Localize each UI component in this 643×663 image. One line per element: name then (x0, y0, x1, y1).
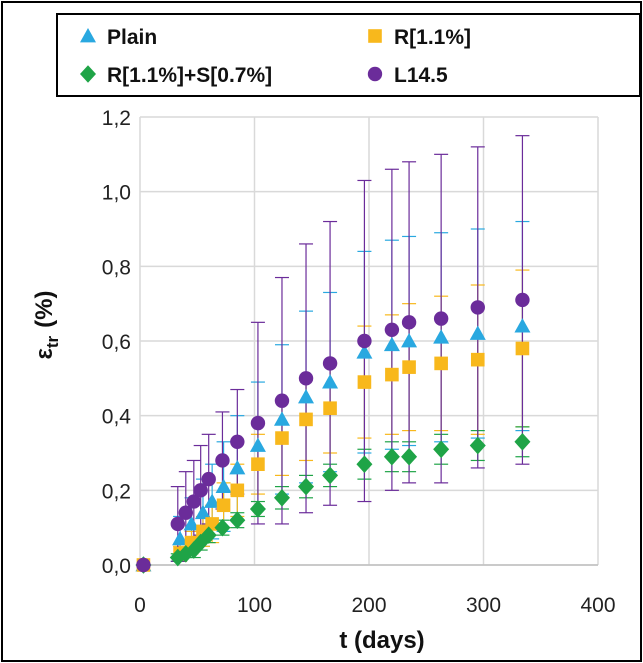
legend-marker-triangle (80, 28, 96, 43)
x-tick-label: 200 (351, 594, 386, 617)
data-point-diamond (356, 455, 373, 473)
data-point-square (323, 401, 337, 415)
data-point-square (275, 431, 289, 445)
data-point-square (434, 356, 448, 371)
data-point-diamond (322, 466, 339, 485)
tick-labels: 0 100 200 300 400 0,0 0,2 0,4 0,6 0,8 1,0 1,2 (102, 107, 616, 617)
gridlines (139, 116, 599, 566)
data-point-square (385, 367, 399, 382)
legend-label: Plain (107, 26, 157, 49)
data-point-circle (470, 300, 485, 315)
data-point-square (230, 483, 245, 498)
x-axis-label: t (days) (339, 627, 424, 654)
data-point-diamond (273, 489, 290, 507)
data-point-square (357, 375, 372, 389)
legend-marker-circle (367, 66, 383, 82)
x-tick-label: 300 (466, 594, 501, 617)
data-point-triangle (249, 437, 266, 452)
data-point-circle (384, 322, 400, 337)
y-tick-label: 1,2 (102, 107, 131, 130)
data-point-diamond (249, 500, 266, 518)
data-point-triangle (172, 530, 189, 546)
data-point-triangle (183, 515, 200, 531)
legend-marker-diamond (80, 65, 96, 83)
data-point-triangle (273, 411, 290, 426)
data-point-square (515, 341, 530, 356)
data-point-diamond (469, 436, 486, 455)
data-point-triangle (356, 344, 373, 359)
y-tick-label: 1,0 (102, 182, 131, 205)
legend-label: L14.5 (394, 64, 448, 87)
data-point-triangle (433, 329, 450, 344)
data-point-square (402, 360, 416, 374)
data-point-circle (401, 315, 417, 330)
y-tick-label: 0,2 (102, 480, 131, 503)
y-tick-label: 0,6 (102, 331, 131, 354)
data-point-circle (186, 494, 202, 509)
data-point-triangle (204, 493, 221, 508)
data-point-square (299, 412, 313, 427)
data-point-square (216, 498, 231, 513)
data-point-triangle (215, 478, 232, 493)
data-point-circle (298, 371, 314, 386)
data-point-circle (433, 311, 449, 326)
data-point-diamond (200, 526, 217, 544)
y-tick-label: 0,8 (102, 256, 131, 279)
data-point-triangle (298, 389, 315, 404)
data-point-diamond (298, 477, 315, 496)
data-point-circle (322, 356, 338, 371)
y-axis-label-subscript: tr (43, 335, 62, 348)
data-point-triangle (383, 336, 400, 352)
data-point-triangle (401, 333, 418, 348)
y-axis-label-main: ε (31, 348, 58, 359)
data-point-circle (274, 393, 290, 408)
legend-label: R[1.1%] (394, 26, 471, 49)
data-point-square (470, 352, 485, 367)
y-tick-label: 0,0 (102, 555, 131, 578)
data-point-diamond (433, 440, 450, 459)
data-point-circle (170, 516, 185, 532)
data-point-circle (201, 471, 216, 487)
data-point-circle (215, 453, 230, 468)
data-point-square (251, 457, 265, 471)
data-point-diamond (229, 511, 246, 529)
data-point-circle (515, 292, 530, 308)
data-point-diamond (214, 518, 231, 537)
data-point-triangle (322, 374, 339, 389)
legend-box (56, 13, 641, 97)
data-point-circle (230, 434, 245, 449)
data-point-triangle (229, 459, 246, 475)
data-point-diamond (185, 541, 202, 559)
legend: Plain R[1.1%] R[1.1%]+S[0.7%] L14.5 (56, 13, 641, 97)
y-axis-label-unit: (%) (31, 291, 58, 328)
data-point-diamond (169, 548, 186, 567)
x-tick-label: 0 (134, 594, 146, 617)
data-point-circle (193, 483, 208, 498)
data-point-diamond (401, 447, 418, 466)
x-tick-label: 400 (580, 594, 615, 617)
data-point-triangle (469, 325, 486, 340)
data-markers (135, 292, 531, 574)
data-point-diamond (383, 447, 400, 466)
data-point-circle (136, 557, 151, 573)
data-point-diamond (514, 433, 531, 451)
y-tick-label: 0,4 (102, 406, 132, 429)
data-point-triangle (514, 318, 531, 333)
data-point-circle (178, 505, 193, 520)
data-point-circle (250, 415, 266, 431)
x-tick-label: 100 (237, 594, 272, 617)
legend-marker-square (368, 29, 382, 43)
y-axis-label: εtr (%) (31, 291, 62, 360)
data-point-circle (357, 333, 372, 349)
data-point-triangle (194, 504, 211, 520)
legend-label: R[1.1%]+S[0.7%] (107, 64, 272, 87)
